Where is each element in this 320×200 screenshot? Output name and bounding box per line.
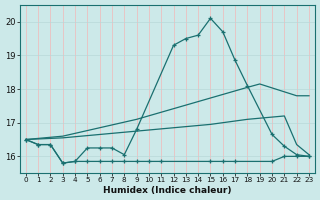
X-axis label: Humidex (Indice chaleur): Humidex (Indice chaleur)	[103, 186, 232, 195]
